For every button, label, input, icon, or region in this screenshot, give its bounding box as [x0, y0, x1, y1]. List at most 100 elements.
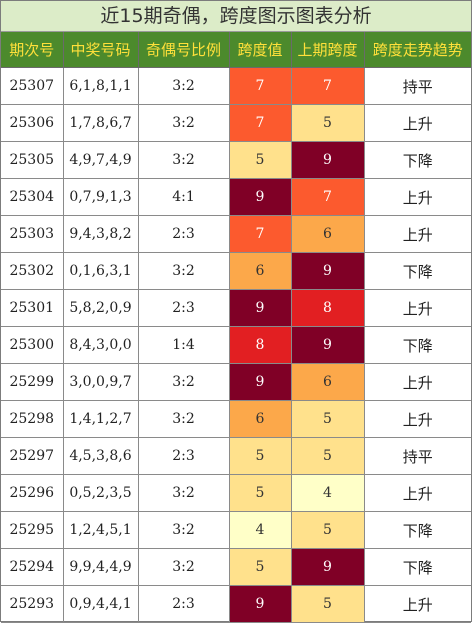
numbers-cell: 0,7,9,1,3 [62, 178, 139, 216]
issue-cell: 25295 [1, 511, 64, 549]
numbers-cell: 5,8,2,0,9 [62, 289, 139, 327]
ratio-cell: 3:2 [137, 400, 230, 438]
span-cell: 4 [228, 511, 292, 549]
ratio-cell: 3:2 [137, 363, 230, 401]
issue-cell: 25297 [1, 437, 64, 475]
trend-cell: 下降 [363, 252, 471, 290]
prev-span-cell: 9 [290, 548, 365, 586]
trend-cell: 上升 [363, 178, 471, 216]
ratio-cell: 2:3 [137, 289, 230, 327]
ratio-cell: 3:2 [137, 141, 230, 179]
prev-span-cell: 5 [290, 104, 365, 142]
header-row: 期次号 中奖号码 奇偶号比例 跨度值 上期跨度 跨度走势趋势 [1, 32, 471, 68]
prev-span-cell: 6 [290, 215, 365, 253]
ratio-cell: 3:2 [137, 67, 230, 105]
issue-cell: 25306 [1, 104, 64, 142]
numbers-cell: 4,9,7,4,9 [62, 141, 139, 179]
prev-span-cell: 8 [290, 289, 365, 327]
table-row: 25303 9,4,3,8,2 2:3 7 6 上升 [1, 215, 471, 253]
issue-cell: 25299 [1, 363, 64, 401]
trend-cell: 持平 [363, 437, 471, 475]
table-row: 25296 0,5,2,3,5 3:2 5 4 上升 [1, 474, 471, 512]
trend-cell: 上升 [363, 289, 471, 327]
prev-span-cell: 4 [290, 474, 365, 512]
ratio-cell: 2:3 [137, 585, 230, 623]
ratio-cell: 3:2 [137, 474, 230, 512]
trend-cell: 上升 [363, 400, 471, 438]
span-cell: 6 [228, 400, 292, 438]
header-trend: 跨度走势趋势 [363, 32, 471, 68]
prev-span-cell: 7 [290, 178, 365, 216]
numbers-cell: 9,4,3,8,2 [62, 215, 139, 253]
trend-cell: 上升 [363, 363, 471, 401]
prev-span-cell: 5 [290, 437, 365, 475]
prev-span-cell: 9 [290, 326, 365, 364]
issue-cell: 25305 [1, 141, 64, 179]
trend-cell: 持平 [363, 67, 471, 105]
table-row: 25305 4,9,7,4,9 3:2 5 9 下降 [1, 141, 471, 179]
issue-cell: 25294 [1, 548, 64, 586]
span-cell: 9 [228, 585, 292, 623]
prev-span-cell: 7 [290, 67, 365, 105]
prev-span-cell: 9 [290, 252, 365, 290]
table-row: 25307 6,1,8,1,1 3:2 7 7 持平 [1, 67, 471, 105]
span-cell: 5 [228, 141, 292, 179]
trend-cell: 上升 [363, 585, 471, 623]
span-cell: 9 [228, 178, 292, 216]
prev-span-cell: 6 [290, 363, 365, 401]
table-row: 25304 0,7,9,1,3 4:1 9 7 上升 [1, 178, 471, 216]
numbers-cell: 3,0,0,9,7 [62, 363, 139, 401]
span-cell: 5 [228, 474, 292, 512]
numbers-cell: 0,5,2,3,5 [62, 474, 139, 512]
ratio-cell: 1:4 [137, 326, 230, 364]
issue-cell: 25304 [1, 178, 64, 216]
numbers-cell: 0,9,4,4,1 [62, 585, 139, 623]
span-cell: 6 [228, 252, 292, 290]
ratio-cell: 3:2 [137, 252, 230, 290]
ratio-cell: 2:3 [137, 437, 230, 475]
span-cell: 9 [228, 363, 292, 401]
header-span: 跨度值 [228, 32, 292, 68]
ratio-cell: 3:2 [137, 548, 230, 586]
table-row: 25306 1,7,8,6,7 3:2 7 5 上升 [1, 104, 471, 142]
issue-cell: 25300 [1, 326, 64, 364]
trend-cell: 下降 [363, 141, 471, 179]
numbers-cell: 1,7,8,6,7 [62, 104, 139, 142]
header-odd-even-ratio: 奇偶号比例 [137, 32, 230, 68]
span-cell: 7 [228, 67, 292, 105]
table-row: 25302 0,1,6,3,1 3:2 6 9 下降 [1, 252, 471, 290]
ratio-cell: 3:2 [137, 104, 230, 142]
trend-cell: 上升 [363, 474, 471, 512]
prev-span-cell: 9 [290, 141, 365, 179]
trend-cell: 下降 [363, 548, 471, 586]
trend-cell: 下降 [363, 326, 471, 364]
numbers-cell: 4,5,3,8,6 [62, 437, 139, 475]
span-cell: 7 [228, 104, 292, 142]
trend-cell: 下降 [363, 511, 471, 549]
header-prev-span: 上期跨度 [290, 32, 365, 68]
issue-cell: 25293 [1, 585, 64, 623]
span-analysis-table: 期次号 中奖号码 奇偶号比例 跨度值 上期跨度 跨度走势趋势 25307 6,1,… [1, 32, 471, 623]
issue-cell: 25302 [1, 252, 64, 290]
table-row: 25295 1,2,4,5,1 3:2 4 5 下降 [1, 511, 471, 549]
header-issue: 期次号 [1, 32, 64, 68]
prev-span-cell: 5 [290, 585, 365, 623]
ratio-cell: 4:1 [137, 178, 230, 216]
issue-cell: 25301 [1, 289, 64, 327]
ratio-cell: 2:3 [137, 215, 230, 253]
span-cell: 9 [228, 289, 292, 327]
header-numbers: 中奖号码 [62, 32, 139, 68]
numbers-cell: 6,1,8,1,1 [62, 67, 139, 105]
table-row: 25299 3,0,0,9,7 3:2 9 6 上升 [1, 363, 471, 401]
table-row: 25298 1,4,1,2,7 3:2 6 5 上升 [1, 400, 471, 438]
span-cell: 8 [228, 326, 292, 364]
issue-cell: 25307 [1, 67, 64, 105]
span-cell: 5 [228, 548, 292, 586]
numbers-cell: 8,4,3,0,0 [62, 326, 139, 364]
issue-cell: 25303 [1, 215, 64, 253]
table-row: 25301 5,8,2,0,9 2:3 9 8 上升 [1, 289, 471, 327]
prev-span-cell: 5 [290, 400, 365, 438]
trend-cell: 上升 [363, 104, 471, 142]
page-title: 近15期奇偶，跨度图示图表分析 [1, 1, 471, 32]
